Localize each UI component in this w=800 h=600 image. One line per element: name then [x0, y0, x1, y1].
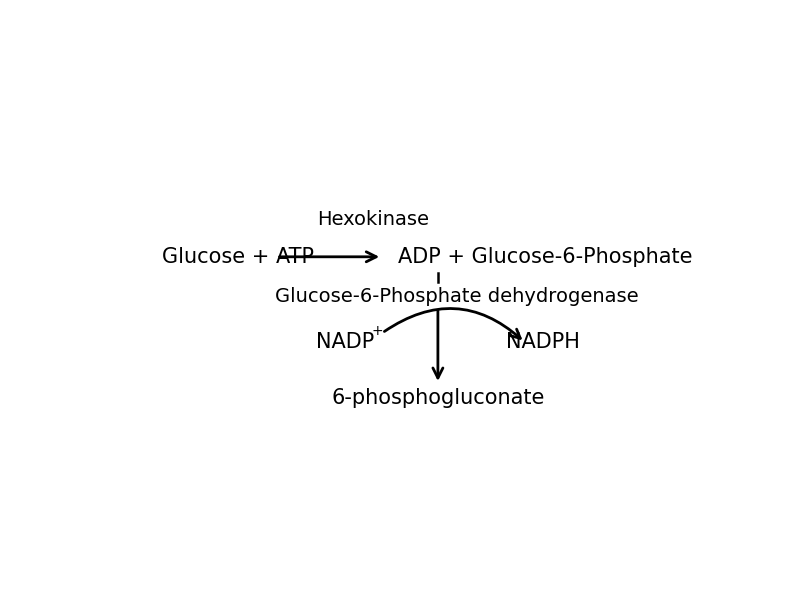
- Text: NADPH: NADPH: [506, 332, 580, 352]
- FancyArrowPatch shape: [384, 308, 520, 338]
- Text: 6-phosphogluconate: 6-phosphogluconate: [331, 388, 545, 408]
- Text: +: +: [371, 324, 383, 338]
- Text: Glucose-6-Phosphate dehydrogenase: Glucose-6-Phosphate dehydrogenase: [274, 287, 638, 305]
- Text: Hexokinase: Hexokinase: [317, 211, 429, 229]
- Text: Glucose + ATP: Glucose + ATP: [162, 247, 314, 267]
- Text: ADP + Glucose-6-Phosphate: ADP + Glucose-6-Phosphate: [398, 247, 692, 267]
- Text: NADP: NADP: [316, 332, 374, 352]
